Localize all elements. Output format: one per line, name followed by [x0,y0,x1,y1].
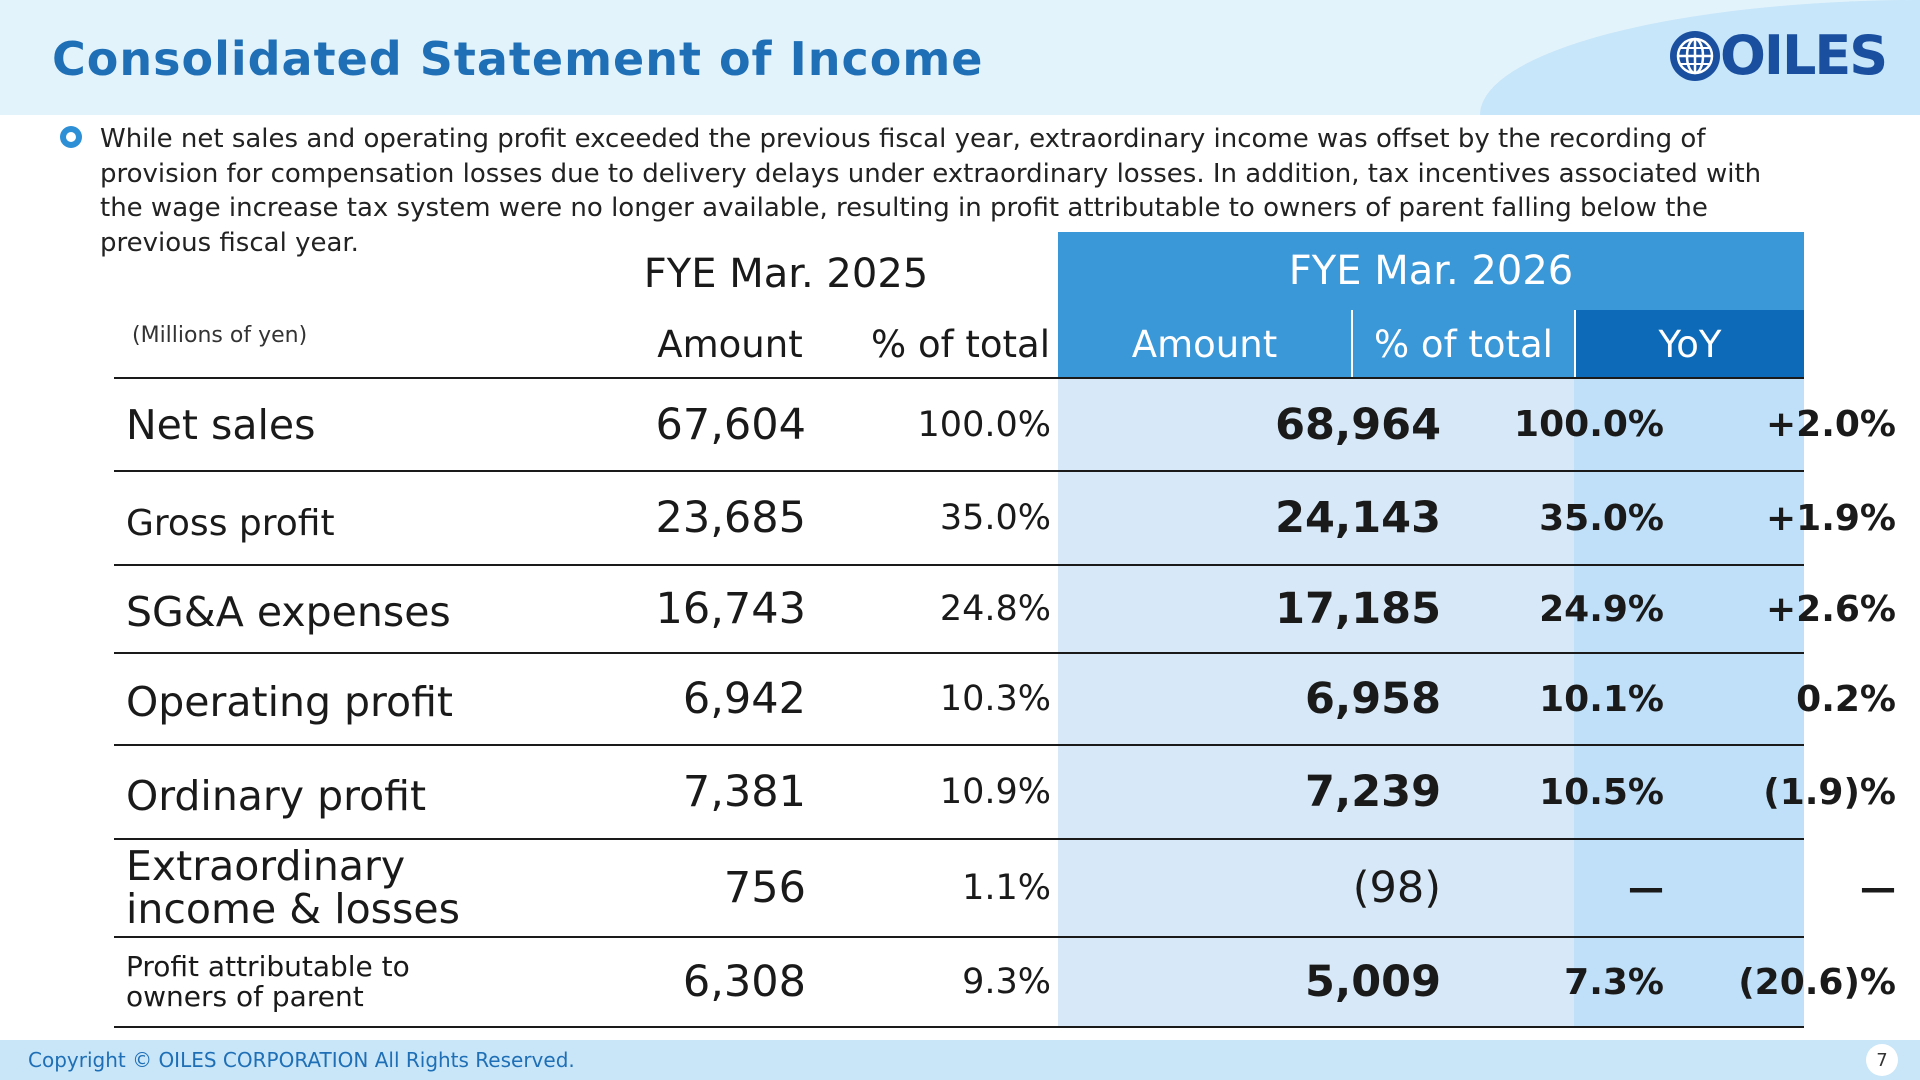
yoy: 0.2% [1796,678,1896,720]
subheader-yoy: YoY [1576,310,1804,378]
pct-2025: 9.3% [962,962,1051,1002]
table-divider [114,1026,1804,1028]
subheader-pct-2025-label: % of total [871,322,1050,366]
amount-2026: 24,143 [1275,493,1441,543]
pct-2026: 10.5% [1539,771,1664,813]
table-row-net-sales: Net sales 67,604 100.0% 68,964 100.0% +2… [114,379,1896,470]
table-divider [114,470,1804,472]
table-divider [114,652,1804,654]
summary-text: While net sales and operating profit exc… [100,124,1762,258]
subheader-pct-2026: % of total [1353,310,1574,378]
column-background-pct-2026 [1351,378,1574,1028]
amount-2026: 5,009 [1304,957,1441,1007]
amount-2025: 67,604 [655,399,806,450]
amount-2026: 6,958 [1304,674,1441,724]
yoy: +1.9% [1765,497,1896,539]
column-background-amount-2026 [1058,378,1351,1028]
group-header-2025-label: FYE Mar. 2025 [643,251,929,297]
row-label: Gross profit [126,502,335,544]
row-label: SG&A expenses [126,588,451,636]
footer-bar [0,1040,1920,1080]
unit-label: (Millions of yen) [132,323,308,348]
amount-2025: 6,942 [682,674,806,724]
amount-2025: 6,308 [682,957,806,1007]
pct-2026: 10.1% [1539,678,1664,720]
page-title: Consolidated Statement of Income [52,32,984,86]
yoy: (1.9)% [1763,771,1896,813]
amount-2025: 7,381 [682,767,806,817]
pct-2025: 10.9% [939,772,1051,812]
subheader-amount-2026: Amount [1058,310,1351,378]
table-divider [114,744,1804,746]
bullet-icon [60,126,82,148]
subheader-amount-2025-label: Amount [657,322,803,366]
subheader-yoy-label: YoY [1658,322,1722,366]
pct-2025: 100.0% [917,404,1051,445]
column-background-yoy [1574,378,1804,1028]
yoy: — [1860,867,1896,909]
pct-2025: 10.3% [939,679,1051,719]
pct-2025: 24.8% [939,589,1051,629]
subheader-amount-2025: Amount [580,310,880,378]
subheader-pct-2025: % of total [850,310,1050,378]
table-row-operating-profit: Operating profit 6,942 10.3% 6,958 10.1%… [114,654,1896,744]
pct-2026: 24.9% [1539,588,1664,630]
row-label: Extraordinary income & losses [126,842,460,933]
amount-2026: 68,964 [1275,399,1441,450]
table-divider [114,377,1804,379]
yoy: +2.0% [1765,404,1896,445]
amount-2025: 23,685 [655,493,806,543]
pct-2026: 35.0% [1539,497,1664,539]
amount-2025: 16,743 [655,584,806,634]
logo-text: OILES [1720,24,1888,87]
row-label: Net sales [126,400,316,449]
table-row-ordinary-profit: Ordinary profit 7,381 10.9% 7,239 10.5% … [114,746,1896,838]
row-label: Operating profit [126,678,453,726]
table-divider [114,564,1804,566]
group-header-2026: FYE Mar. 2026 [1058,232,1804,310]
amount-2025: 756 [723,863,806,913]
yoy: (20.6)% [1738,961,1896,1003]
globe-icon [1670,31,1720,81]
table-divider [114,838,1804,840]
company-logo: OILES [1668,24,1888,87]
pct-2025: 1.1% [962,868,1051,908]
table-row-gross-profit: Gross profit 23,685 35.0% 24,143 35.0% +… [114,472,1896,564]
pct-2026: — [1628,867,1664,909]
yoy: +2.6% [1765,588,1896,630]
row-label: Ordinary profit [126,772,427,820]
amount-2026: (98) [1352,863,1441,913]
amount-2026: 17,185 [1275,584,1441,634]
pct-2025: 35.0% [939,498,1051,538]
pct-2026: 7.3% [1564,961,1664,1003]
subheader-pct-2026-label: % of total [1374,322,1553,366]
subheader-amount-2026-label: Amount [1131,322,1278,366]
pct-2026: 100.0% [1514,404,1664,445]
table-row-profit-attributable: Profit attributable to owners of parent … [114,938,1896,1026]
table-row-sga-expenses: SG&A expenses 16,743 24.8% 17,185 24.9% … [114,566,1896,652]
row-label: Profit attributable to owners of parent [126,950,410,1013]
page-number: 7 [1866,1044,1898,1076]
group-header-2026-label: FYE Mar. 2026 [1288,248,1574,294]
table-divider [114,936,1804,938]
table-row-extraordinary: Extraordinary income & losses 756 1.1% (… [114,840,1896,936]
group-header-2025: FYE Mar. 2025 [114,235,1058,313]
copyright-text: Copyright © OILES CORPORATION All Rights… [28,1048,575,1072]
amount-2026: 7,239 [1304,767,1441,817]
